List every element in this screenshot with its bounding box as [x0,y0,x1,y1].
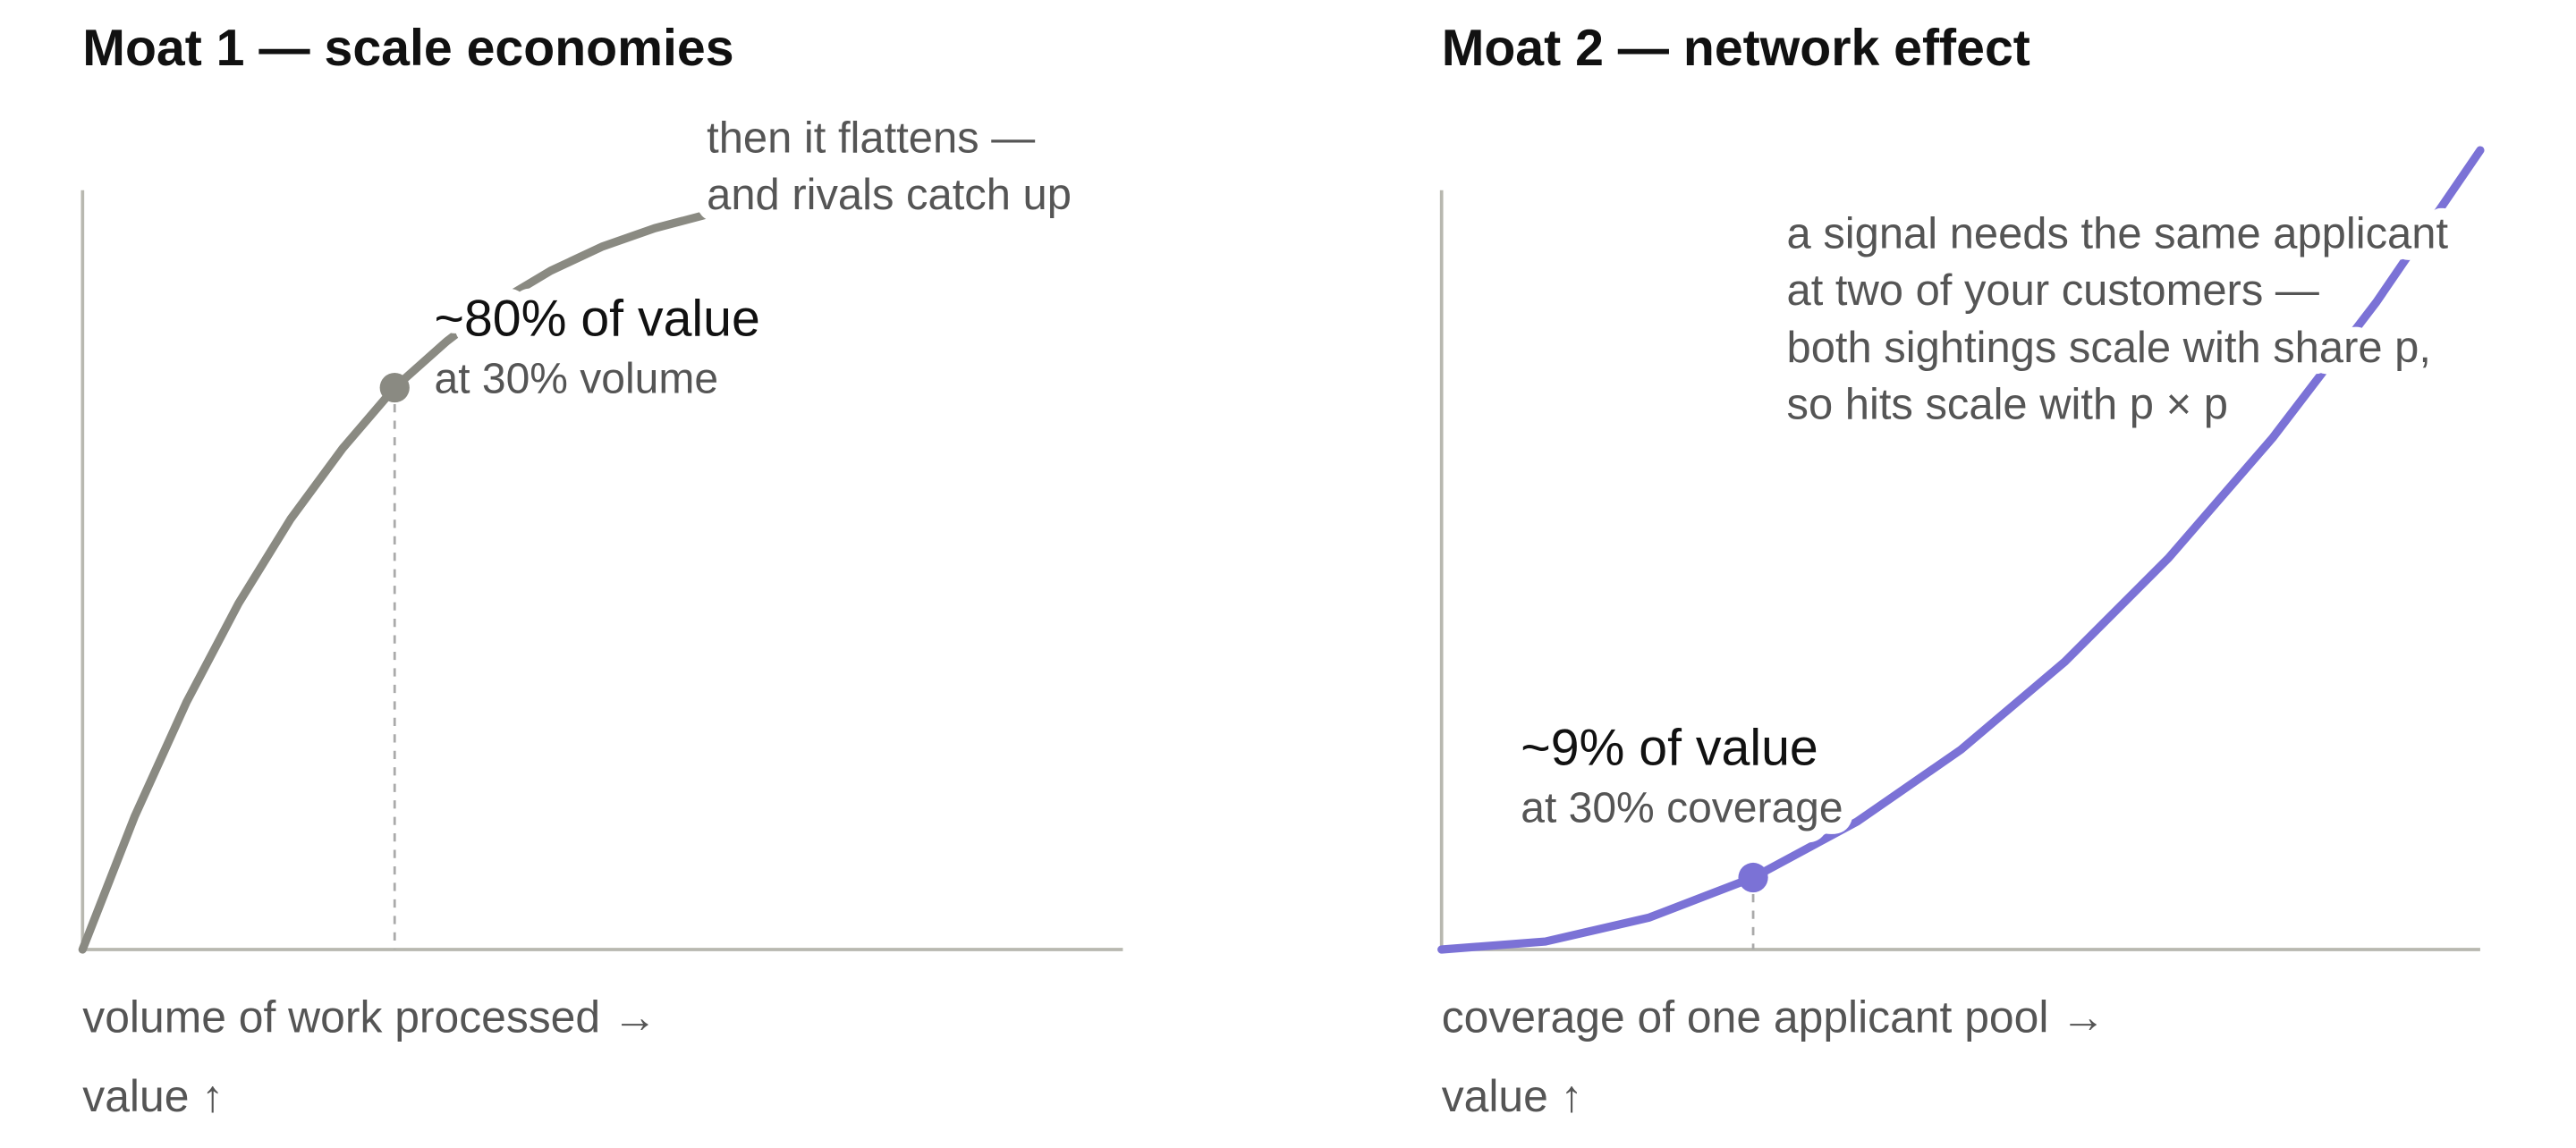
note-line: then it flattens — [707,114,1035,162]
note-line: and rivals catch up [707,171,1072,219]
chart-title: Moat 1 — scale economies [82,20,733,77]
x-axis-label: volume of work processed → [82,992,657,1042]
y-axis-label: value ↑ [82,1071,224,1121]
callout-subtitle: at 30% volume [435,356,719,403]
marker [379,372,410,403]
note-line: at two of your customers — [1787,266,2319,315]
callout-subtitle: at 30% coverage [1521,785,1843,832]
note-line: a signal needs the same applicant [1787,209,2449,257]
chart-title: Moat 2 — network effect [1442,20,2030,77]
curve [1437,146,2485,954]
x-axis-label: coverage of one applicant pool → [1442,992,2106,1042]
callout-title: ~9% of value [1521,720,1818,777]
y-axis-label: value ↑ [1442,1071,1583,1121]
callout-title: ~80% of value [435,291,760,348]
marker [1738,862,1768,893]
note-line: so hits scale with p × p [1787,380,2228,428]
note-line: both sightings scale with share p, [1787,324,2431,372]
